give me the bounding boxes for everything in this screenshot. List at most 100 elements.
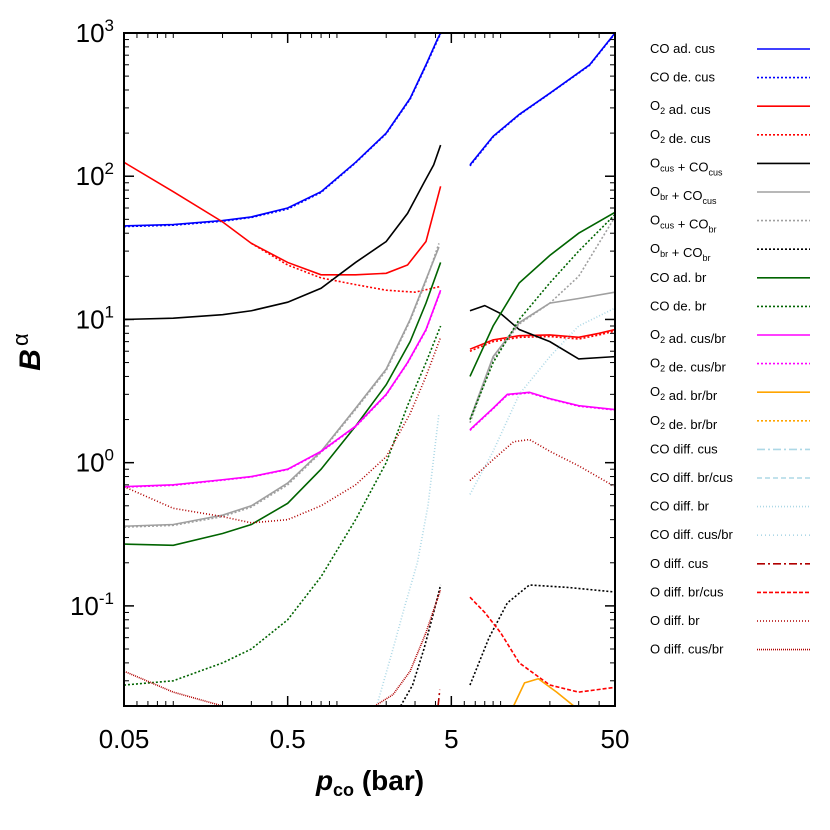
- series-7: [399, 584, 615, 706]
- series-19: [469, 596, 615, 693]
- y-tick-label: 102: [76, 159, 114, 191]
- legend-entry: O2 de. br/br: [650, 413, 810, 432]
- legend-label: O diff. cus: [650, 556, 709, 571]
- series-line: [437, 689, 441, 706]
- series-line: [124, 670, 223, 706]
- legend-entry: O diff. cus: [650, 556, 810, 571]
- legend-entry: CO diff. br: [650, 499, 810, 514]
- legend-label: CO ad. cus: [650, 41, 716, 56]
- legend-label: O diff. br/cus: [650, 584, 724, 599]
- series-line: [469, 304, 615, 360]
- series-9: [124, 213, 615, 686]
- legend-label: O2 ad. cus: [650, 98, 711, 117]
- series-line: [124, 243, 440, 528]
- series-line: [124, 33, 442, 228]
- series-line: [469, 307, 615, 495]
- series-12: [512, 677, 575, 706]
- series-line: [399, 584, 442, 706]
- series-line: [469, 330, 615, 352]
- legend-entry: CO diff. cus: [650, 441, 810, 456]
- series-line: [124, 33, 442, 227]
- series-line: [469, 392, 615, 431]
- legend-entry: CO ad. cus: [650, 41, 810, 56]
- y-tick-label: 103: [76, 16, 114, 48]
- legend-label: CO diff. br/cus: [650, 470, 733, 485]
- series-line: [374, 589, 442, 706]
- legend: CO ad. cus CO de. cus O2 ad. cus O2 de. cus…: [650, 41, 810, 657]
- legend-entry: O2 ad. br/br: [650, 384, 810, 403]
- legend-label: O2 ad. br/br: [650, 384, 718, 403]
- series-16: [375, 307, 615, 706]
- legend-entry: O diff. cus/br: [650, 642, 810, 657]
- series-line: [469, 211, 615, 377]
- legend-entry: O2 ad. cus/br: [650, 327, 810, 346]
- x-tick-label: 0.05: [99, 724, 150, 754]
- series-line: [124, 161, 442, 276]
- legend-label: CO ad. br: [650, 270, 707, 285]
- axis-labels: pco (bar) Bα: [8, 333, 424, 800]
- legend-entry: CO ad. br: [650, 270, 810, 285]
- legend-entry: O2 de. cus: [650, 127, 810, 146]
- tick-layer: 0.05 0.5 5 50 10-1 100 101 102 103: [70, 16, 630, 754]
- series-line: [469, 584, 615, 686]
- y-tick-label: 101: [76, 302, 114, 334]
- legend-entry: Ocus + CObr: [650, 213, 810, 235]
- series-line: [469, 213, 615, 420]
- legend-label: CO diff. br: [650, 499, 710, 514]
- series-2: [124, 161, 615, 350]
- series-20: [124, 337, 615, 524]
- legend-label: O2 de. cus: [650, 127, 711, 146]
- y-tick-label: 100: [76, 446, 114, 478]
- series-line: [375, 413, 440, 706]
- legend-label: CO de. br: [650, 298, 707, 313]
- legend-label: Obr + COcus: [650, 184, 717, 206]
- legend-entry: CO diff. br/cus: [650, 470, 810, 485]
- series-line: [124, 262, 442, 547]
- legend-entry: CO de. br: [650, 298, 810, 313]
- x-tick-label: 50: [601, 724, 630, 754]
- legend-entry: O diff. br: [650, 613, 810, 628]
- plot-frame: [123, 32, 616, 707]
- x-axis-label: pco (bar): [315, 765, 424, 800]
- series-line: [469, 291, 615, 420]
- series-line: [469, 33, 615, 167]
- legend-entry: Ocus + COcus: [650, 155, 810, 177]
- series-8: [124, 211, 615, 547]
- series-4: [124, 144, 615, 360]
- series-line: [469, 33, 615, 166]
- series-line: [250, 242, 441, 293]
- series-6: [124, 216, 615, 528]
- series-layer: [124, 33, 615, 706]
- legend-label: Ocus + COcus: [650, 155, 723, 177]
- series-18: [437, 689, 441, 706]
- series-line: [469, 328, 615, 350]
- legend-entry: O diff. br/cus: [650, 584, 810, 599]
- legend-label: O2 de. br/br: [650, 413, 718, 432]
- series-line: [469, 216, 615, 424]
- series-line: [469, 438, 615, 488]
- series-line: [124, 290, 442, 488]
- series-line: [124, 289, 442, 488]
- series-line: [469, 596, 615, 693]
- legend-label: O diff. cus/br: [650, 642, 724, 657]
- series-line: [124, 337, 442, 524]
- series-line: [124, 325, 442, 686]
- legend-label: O2 de. cus/br: [650, 356, 727, 375]
- legend-label: CO diff. cus: [650, 441, 718, 456]
- series-line: [124, 144, 442, 321]
- legend-label: Obr + CObr: [650, 241, 710, 263]
- legend-label: O diff. br: [650, 613, 700, 628]
- legend-label: O2 ad. cus/br: [650, 327, 727, 346]
- series-21: [124, 589, 442, 706]
- series-10: [124, 289, 615, 488]
- legend-entry: CO diff. cus/br: [650, 527, 810, 542]
- legend-label: CO diff. cus/br: [650, 527, 734, 542]
- legend-label: Ocus + CObr: [650, 213, 716, 235]
- legend-entry: CO de. cus: [650, 70, 810, 85]
- y-axis-label: Bα: [8, 333, 47, 371]
- series-1: [124, 33, 615, 228]
- legend-entry: Obr + COcus: [650, 184, 810, 206]
- series-11: [124, 290, 615, 488]
- legend-label: CO de. cus: [650, 70, 716, 85]
